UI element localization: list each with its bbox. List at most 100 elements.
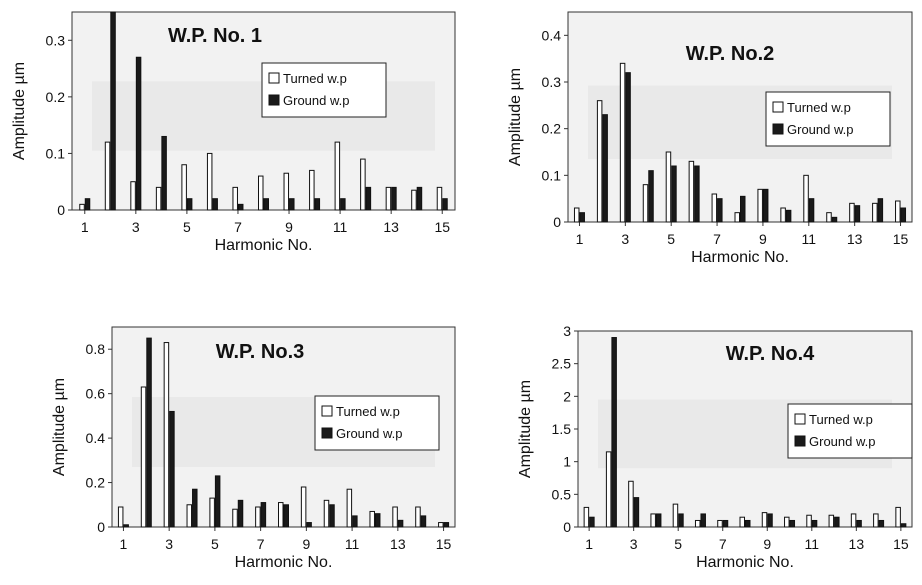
bar-turned	[415, 506, 421, 528]
legend-label: Turned w.p	[336, 404, 400, 419]
bar-ground	[123, 524, 129, 528]
x-tick-label: 11	[333, 219, 348, 235]
bar-turned	[596, 100, 603, 223]
legend-label: Ground w.p	[283, 93, 350, 108]
bar-ground	[260, 502, 267, 528]
bar-ground	[283, 504, 289, 528]
bar-ground	[442, 198, 448, 211]
bar-turned	[411, 189, 417, 211]
bar-ground	[831, 216, 838, 223]
legend: Turned w.p Ground w.p	[787, 403, 913, 459]
x-tick-label: 1	[120, 536, 128, 552]
y-tick-label: 0.1	[542, 167, 562, 183]
bar-ground	[420, 515, 427, 528]
bar-ground	[263, 198, 269, 211]
bar-ground	[648, 170, 654, 223]
bar-turned	[209, 497, 215, 528]
bar-ground	[877, 198, 884, 223]
y-axis-label: Amplitude µm	[11, 62, 28, 160]
bar-turned	[873, 513, 879, 528]
legend-box	[261, 62, 387, 118]
legend-swatch	[772, 123, 784, 135]
bar-ground	[306, 522, 312, 528]
x-tick-label: 9	[302, 536, 310, 552]
bar-ground	[811, 519, 818, 528]
bar-ground	[340, 198, 346, 211]
bar-turned	[360, 158, 366, 211]
x-tick-label: 5	[667, 231, 675, 247]
bar-ground	[762, 188, 769, 223]
bar-ground	[717, 198, 723, 223]
y-tick-label: 0	[553, 214, 561, 230]
legend-swatch	[321, 427, 333, 439]
x-tick-label: 9	[285, 219, 293, 235]
bar-ground	[789, 519, 796, 528]
y-tick-label: 0	[563, 519, 571, 535]
bar-turned	[369, 510, 375, 528]
y-axis-label: Amplitude µm	[517, 380, 534, 478]
bar-turned	[385, 186, 392, 211]
bar-ground	[900, 523, 907, 528]
x-axis-label: Harmonic No.	[691, 249, 789, 266]
legend-label: Turned w.p	[787, 100, 851, 115]
legend-label: Turned w.p	[809, 412, 873, 427]
bar-ground	[146, 337, 152, 528]
x-tick-label: 11	[802, 231, 817, 247]
legend-swatch	[321, 405, 333, 417]
legend-swatch	[794, 413, 806, 425]
bar-ground	[391, 186, 397, 211]
x-tick-label: 5	[674, 536, 682, 552]
legend-swatch	[794, 435, 806, 447]
x-tick-label: 13	[849, 536, 865, 552]
bar-turned	[323, 499, 330, 528]
bar-turned	[694, 519, 701, 528]
legend-swatch	[268, 94, 280, 106]
bar-ground	[110, 11, 116, 211]
bar-ground	[374, 513, 381, 528]
bar-turned	[255, 506, 261, 528]
legend-label: Ground w.p	[809, 434, 876, 449]
bar-ground	[352, 515, 358, 528]
x-axis-label: Harmonic No.	[235, 554, 333, 571]
bar-turned	[346, 488, 353, 528]
bar-ground	[678, 513, 684, 528]
y-tick-label: 2	[563, 388, 571, 404]
x-axis-label: Harmonic No.	[696, 554, 794, 571]
bar-turned	[650, 513, 656, 528]
x-tick-label: 13	[847, 231, 863, 247]
y-tick-label: 0	[97, 519, 105, 535]
y-tick-label: 0.4	[542, 27, 562, 43]
y-tick-label: 0.2	[542, 121, 562, 137]
x-tick-label: 5	[183, 219, 191, 235]
bar-ground	[854, 205, 861, 223]
x-tick-label: 15	[434, 219, 450, 235]
x-tick-label: 3	[621, 231, 629, 247]
y-tick-label: 0.4	[86, 430, 106, 446]
bar-turned	[583, 506, 590, 528]
bar-ground	[856, 519, 862, 528]
bar-ground	[237, 203, 244, 211]
bar-turned	[672, 503, 679, 528]
bar-ground	[808, 198, 815, 223]
bar-ground	[834, 516, 840, 528]
y-tick-label: 0.1	[46, 145, 66, 161]
bar-turned	[642, 184, 649, 223]
y-tick-label: 0.2	[86, 475, 106, 491]
bar-turned	[806, 514, 812, 528]
legend-swatch	[268, 72, 280, 84]
y-tick-label: 3	[563, 323, 571, 339]
bar-turned	[334, 141, 341, 211]
bar-turned	[872, 202, 878, 223]
bar-ground	[745, 519, 751, 528]
legend: Turned w.p Ground w.p	[261, 62, 387, 118]
x-tick-label: 11	[805, 536, 820, 552]
bar-ground	[722, 519, 729, 528]
y-tick-label: 0.8	[86, 341, 106, 357]
bar-turned	[283, 172, 290, 211]
bar-ground	[237, 499, 244, 528]
bar-ground	[365, 186, 372, 211]
legend-swatch	[772, 101, 784, 113]
bar-turned	[163, 342, 170, 528]
